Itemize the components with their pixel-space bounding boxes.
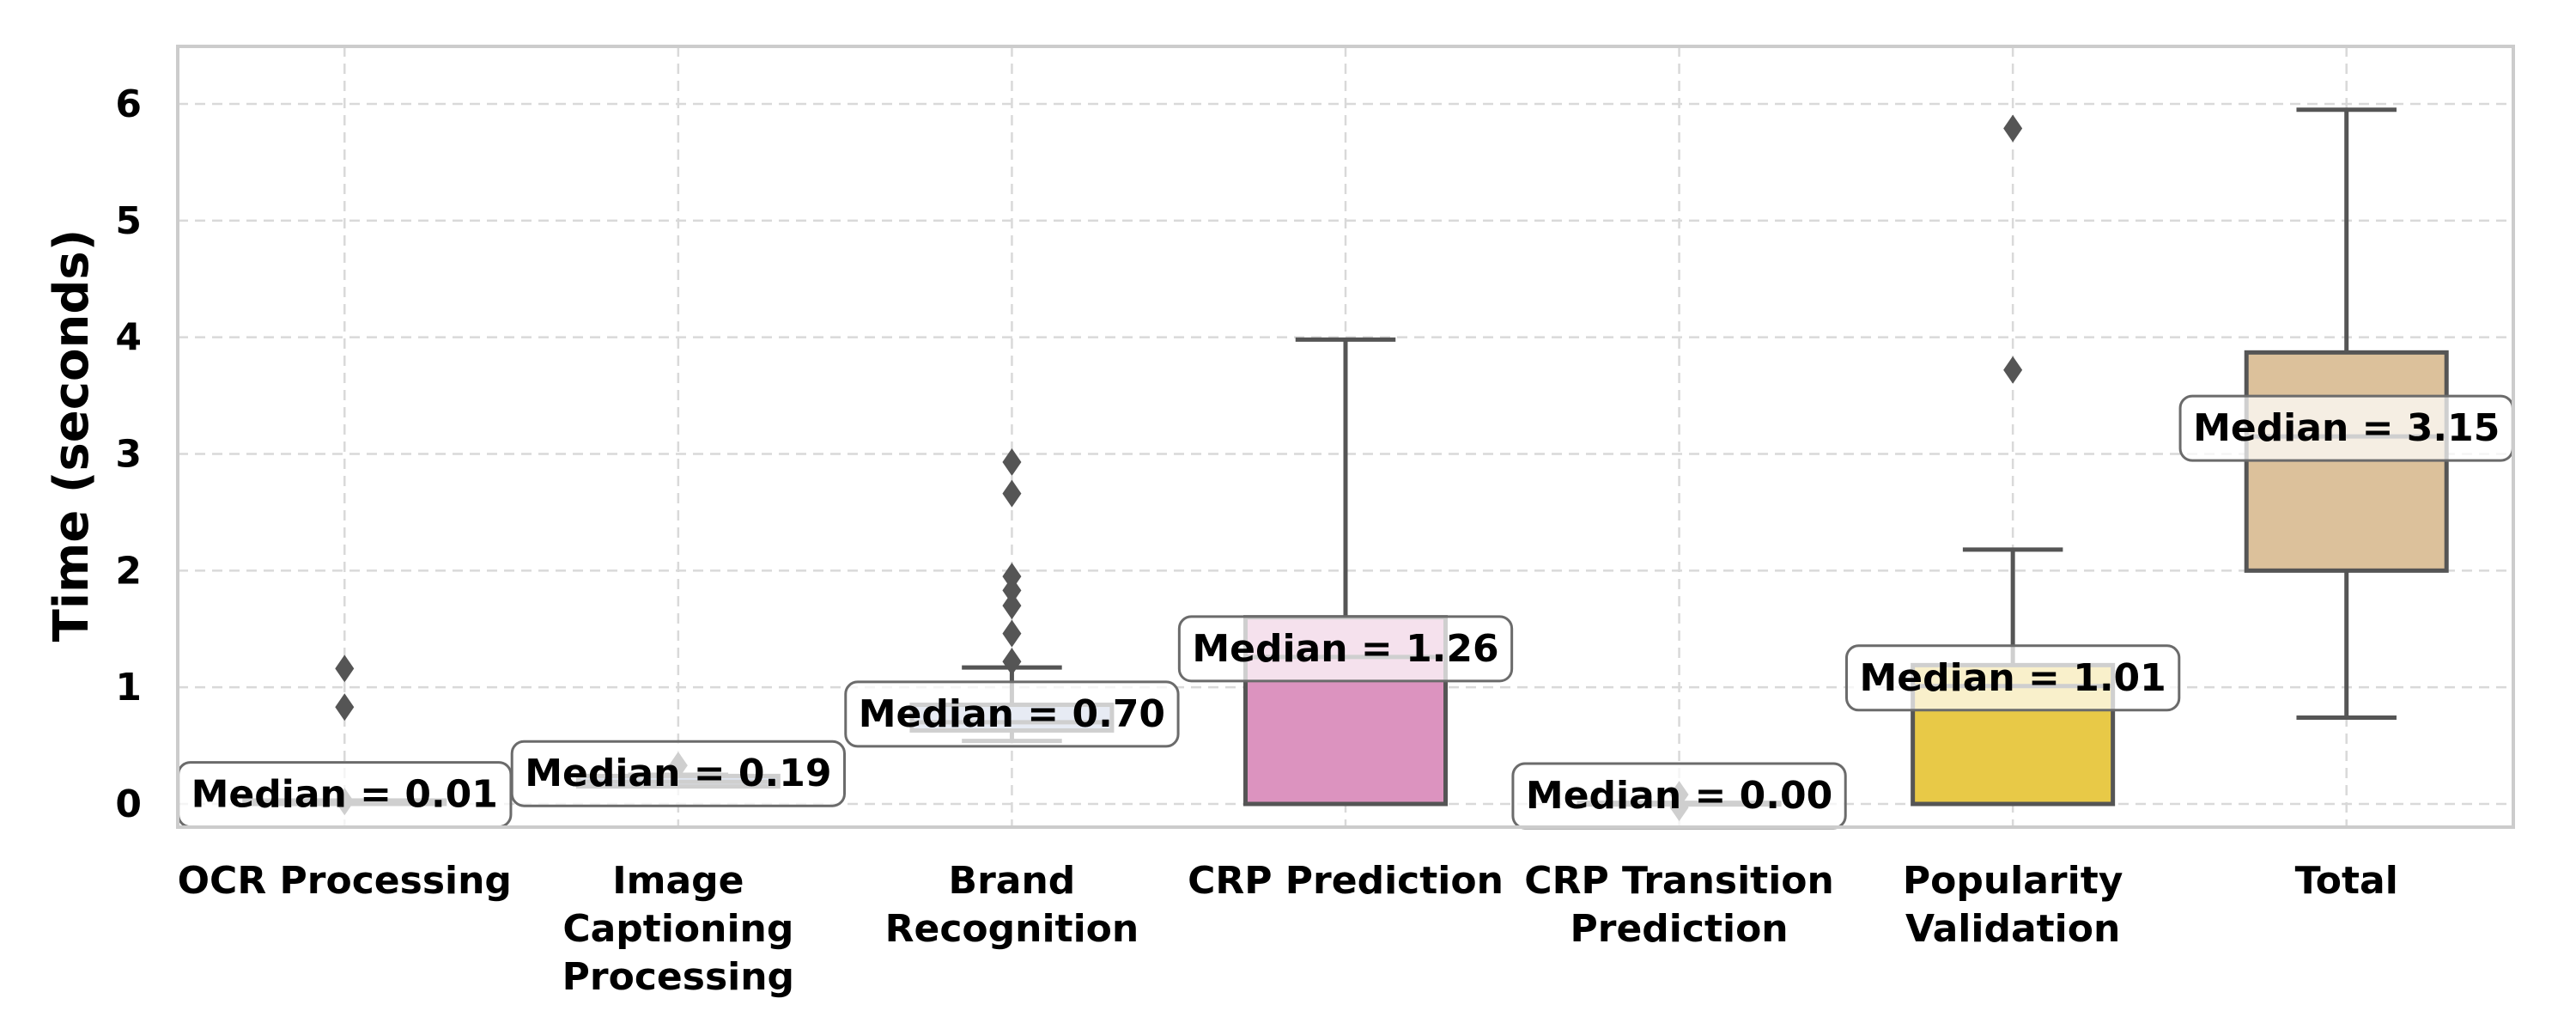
x-tick-label-line: Validation [1905,907,2120,951]
x-tick-label-line: Captioning [562,907,793,951]
median-label-layer: Median = 0.01 Median = 0.19 Median = 0.70 M… [177,394,2514,830]
plot-frame [176,45,2515,829]
y-tick-label: 3 [115,433,142,477]
median-annotation-box [1844,644,2181,712]
x-tick-label-line: Brand [949,859,1076,903]
outlier-point [2003,114,2023,143]
box-layer [242,107,2449,822]
y-tick-label: 4 [115,316,142,360]
x-tick-label: Brand Recognition [885,859,1139,951]
axis-layer: 0 1 2 3 4 5 6 OCR Processing Image Captioning Proc… [115,45,2515,999]
x-tick-label: CRP Prediction [1188,859,1504,903]
x-tick-label-line: OCR Processing [178,859,512,903]
x-tick-label-line: Total [2295,859,2398,903]
outlier-point [335,693,355,721]
outlier-point [2003,356,2023,384]
outlier-point [1002,619,1022,648]
y-axis-title: Time (seconds) [44,229,100,642]
x-tick-label: Popularity Validation [1903,859,2123,951]
outlier-point [1002,648,1022,676]
x-tick-label-line: Image [612,859,744,903]
x-tick-label: CRP Transition Prediction [1524,859,1834,951]
x-tick-label-line: Processing [562,955,794,999]
median-annotation: Median = 0.19 [525,752,831,795]
y-tick-label: 1 [115,666,142,709]
x-tick-label-line: Popularity [1903,859,2123,903]
outlier-point [1002,592,1022,620]
y-tick-label: 6 [115,82,142,126]
x-tick-label: Image Captioning Processing [562,859,794,999]
median-annotation-box [1177,615,1514,683]
x-tick-label-line: CRP Transition [1524,859,1834,903]
median-annotation: Median = 3.15 [2193,406,2500,450]
median-annotation-box [844,680,1180,748]
y-tick-label: 0 [115,782,142,826]
y-tick-label: 2 [115,549,142,593]
median-annotation: Median = 0.00 [1526,774,1832,818]
median-annotation: Median = 0.01 [191,773,498,817]
box-group [1243,337,1448,807]
outlier-point [1002,479,1022,508]
x-tick-label: OCR Processing [178,859,512,903]
outlier-point [1002,576,1022,605]
median-annotation: Median = 0.70 [859,692,1165,736]
y-tick-label: 5 [115,199,142,243]
x-tick-label-line: Recognition [885,907,1139,951]
median-annotation-box [510,740,847,807]
outlier-point [1002,563,1022,591]
x-tick-label: Total [2295,859,2398,903]
outlier-point [1002,448,1022,477]
x-tick-label-line: Prediction [1571,907,1789,951]
x-tick-label-line: CRP Prediction [1188,859,1504,903]
outlier-point [335,654,355,683]
median-annotation: Median = 1.26 [1192,627,1498,671]
median-annotation: Median = 1.01 [1859,656,2166,700]
